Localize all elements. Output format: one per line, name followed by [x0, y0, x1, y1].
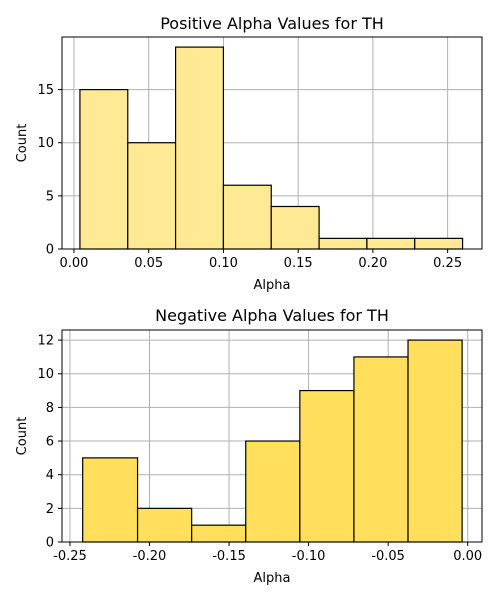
x-tick-label: -0.10: [292, 549, 326, 564]
y-ticks: 0 5 10 15: [37, 83, 62, 258]
histogram-bar: [222, 184, 272, 250]
x-ticks: 0.00 0.05 0.10 0.15 0.20 0.25: [59, 249, 462, 271]
y-tick-label: 10: [37, 136, 54, 151]
histogram-bar: [245, 440, 301, 543]
histogram-bar: [407, 339, 463, 543]
y-tick-label: 4: [46, 468, 54, 483]
histogram-bar: [414, 237, 464, 250]
y-tick-label: 6: [46, 435, 54, 450]
histogram-bar: [270, 205, 320, 250]
y-tick-label: 2: [46, 502, 54, 517]
y-ticks: 0 2 4 6 8 10 12: [37, 334, 62, 551]
y-tick-label: 8: [46, 401, 54, 416]
x-axis-label: Alpha: [254, 278, 291, 293]
bars: [79, 46, 464, 250]
y-tick-label: 10: [37, 367, 54, 382]
x-tick-label: 0.05: [134, 256, 163, 271]
x-tick-label: 0.00: [453, 549, 482, 564]
x-tick-label: 0.25: [433, 256, 462, 271]
positive-alpha-histogram: Positive Alpha Values for TH 0.00 0.05 0.1…: [15, 14, 483, 293]
x-tick-label: -0.15: [212, 549, 246, 564]
x-tick-label: 0.10: [209, 256, 238, 271]
histogram-bar: [366, 237, 416, 250]
histogram-bar: [174, 46, 225, 250]
histogram-bar: [82, 457, 139, 543]
negative-alpha-histogram: Negative Alpha Values for TH -0.25 -0.20-…: [15, 306, 483, 586]
x-tick-label: 0.20: [358, 256, 387, 271]
histogram-bar: [79, 89, 129, 250]
y-tick-label: 0: [46, 243, 54, 258]
histogram-bar: [299, 389, 355, 543]
plot-frame: [61, 329, 483, 543]
y-tick-label: 12: [37, 334, 54, 349]
x-tick-label: 0.00: [59, 256, 88, 271]
histogram-bar: [127, 142, 177, 250]
histogram-bar: [318, 237, 368, 250]
x-tick-label: -0.05: [371, 549, 405, 564]
y-tick-label: 0: [46, 536, 54, 551]
x-tick-label: -0.25: [53, 549, 87, 564]
y-tick-label: 5: [46, 189, 54, 204]
histogram-bar: [353, 356, 409, 543]
histogram-bar: [136, 507, 193, 543]
y-axis-label: Count: [15, 124, 30, 163]
bars: [82, 339, 463, 543]
histogram-bar: [191, 524, 247, 543]
x-ticks: -0.25 -0.20 -0.15 -0.10 -0.05 0.00: [53, 542, 482, 564]
x-tick-label: -0.20: [133, 549, 167, 564]
x-axis-label: Alpha: [254, 571, 291, 586]
y-tick-label: 15: [37, 83, 54, 98]
y-axis-label: Count: [15, 417, 30, 456]
chart-title: Negative Alpha Values for TH: [155, 306, 389, 325]
x-tick-label: 0.15: [284, 256, 313, 271]
chart-title: Positive Alpha Values for TH: [160, 14, 384, 33]
